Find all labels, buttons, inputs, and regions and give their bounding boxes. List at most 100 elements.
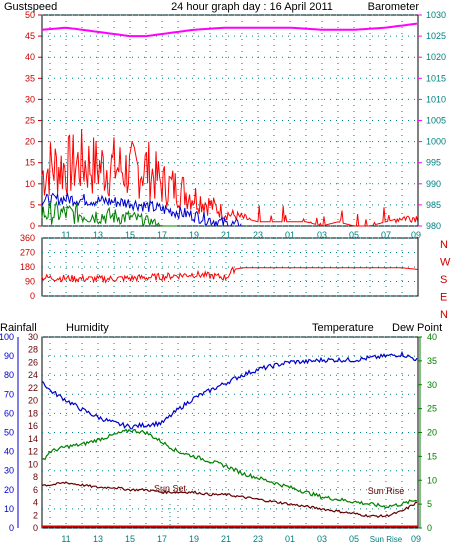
temperature-tick-label: 35 xyxy=(427,356,437,366)
humidity-scale-tick-label: 20 xyxy=(28,396,38,406)
x-tick-label-bottom: 05 xyxy=(349,534,359,544)
direction-series-line xyxy=(41,266,418,284)
y-tick-label-left: 20 xyxy=(25,137,35,147)
temperature-tick-label: 0 xyxy=(427,523,432,533)
y-tick-label-right: 985 xyxy=(426,200,441,210)
y-tick-label-right: 1000 xyxy=(426,137,446,147)
x-tick-label-bottom: 09 xyxy=(411,534,421,544)
x-tick-label-bottom: Sun Rise xyxy=(370,535,403,544)
humidity-scale-tick-label: 0 xyxy=(33,523,38,533)
humidity-series-line xyxy=(41,350,418,430)
x-tick-label: 21 xyxy=(221,230,231,240)
x-tick-label: 05 xyxy=(349,230,359,240)
y-tick-label-right: 995 xyxy=(426,158,441,168)
gustspeed-label: Gustspeed xyxy=(4,1,57,13)
compass-letter: W xyxy=(440,257,451,269)
y-tick-label-right: 1005 xyxy=(426,116,446,126)
x-tick-label: 11 xyxy=(61,230,70,240)
temperature-tick-label: 20 xyxy=(427,428,437,438)
temperature-tick-label: 10 xyxy=(427,475,437,485)
y-tick-label-left: 10 xyxy=(25,179,35,189)
rainfall-tick-label: 80 xyxy=(4,370,14,380)
y-tick-label-right: 980 xyxy=(426,221,441,231)
y-tick-label-left: 5 xyxy=(30,200,35,210)
direction-tick-label: 270 xyxy=(20,248,35,258)
rainfall-tick-label: 10 xyxy=(4,504,14,514)
rainfall-tick-label: 40 xyxy=(4,447,14,457)
y-tick-label-right: 1015 xyxy=(426,73,446,83)
humidity-scale-tick-label: 2 xyxy=(33,510,38,520)
compass-letter: E xyxy=(440,292,447,304)
y-tick-label-left: 30 xyxy=(25,94,35,104)
temperature-tick-label: 40 xyxy=(427,332,437,342)
x-tick-label: 15 xyxy=(125,230,135,240)
rainfall-tick-label: 0 xyxy=(9,523,14,533)
x-tick-label: 13 xyxy=(93,230,103,240)
direction-tick-label: 360 xyxy=(20,233,35,243)
barometer-label: Barometer xyxy=(368,1,420,13)
panel-2-frame xyxy=(41,237,419,297)
rainfall-tick-label: 100 xyxy=(0,332,14,342)
x-tick-label: 19 xyxy=(189,230,199,240)
rainfall-tick-label: 70 xyxy=(4,389,14,399)
humidity-scale-tick-label: 10 xyxy=(28,459,38,469)
x-tick-label: 07 xyxy=(381,230,391,240)
humidity-scale-tick-label: 28 xyxy=(28,345,38,355)
humidity-scale-tick-label: 6 xyxy=(33,485,38,495)
temperature-series-line xyxy=(41,428,418,509)
dewpoint-label: Dew Point xyxy=(392,322,442,334)
rainfall-tick-label: 30 xyxy=(4,466,14,476)
humidity-scale-tick-label: 26 xyxy=(28,357,38,367)
humidity-scale-tick-label: 4 xyxy=(33,498,38,508)
humidity-label: Humidity xyxy=(66,322,109,334)
compass-letter: N xyxy=(440,309,448,321)
x-tick-label: 17 xyxy=(157,230,167,240)
y-tick-label-left: 15 xyxy=(25,158,35,168)
x-tick-label: 23 xyxy=(253,230,263,240)
y-tick-label-right: 1010 xyxy=(426,94,446,104)
direction-tick-label: 0 xyxy=(30,291,35,301)
compass-letter: N xyxy=(440,239,448,251)
temperature-label: Temperature xyxy=(312,322,374,334)
compass-letter: S xyxy=(440,274,447,286)
temperature-tick-label: 30 xyxy=(427,380,437,390)
x-tick-label-bottom: 03 xyxy=(317,534,327,544)
x-tick-label-bottom: 17 xyxy=(157,534,167,544)
panel-1-frame xyxy=(41,14,419,227)
chart-title: 24 hour graph day : 16 April 2011 xyxy=(171,1,333,13)
x-tick-label: 03 xyxy=(317,230,327,240)
humidity-scale-tick-label: 8 xyxy=(33,472,38,482)
humidity-scale-tick-label: 30 xyxy=(28,332,38,342)
x-tick-label-bottom: 11 xyxy=(61,534,70,544)
x-tick-label-bottom: 13 xyxy=(93,534,103,544)
rainfall-label: Rainfall xyxy=(0,322,37,334)
direction-tick-label: 90 xyxy=(25,277,35,287)
dewpoint-series-line xyxy=(41,481,418,518)
direction-tick-label: 180 xyxy=(20,262,35,272)
temperature-tick-label: 5 xyxy=(427,499,432,509)
y-tick-label-left: 25 xyxy=(25,116,35,126)
x-tick-label: 01 xyxy=(285,230,295,240)
y-tick-label-left: 0 xyxy=(30,221,35,231)
x-tick-label-bottom: 23 xyxy=(253,534,263,544)
x-tick-label-bottom: 15 xyxy=(125,534,135,544)
x-tick-label-bottom: 21 xyxy=(221,534,231,544)
x-tick-label: 09 xyxy=(411,230,421,240)
temperature-tick-label: 25 xyxy=(427,404,437,414)
y-tick-label-left: 45 xyxy=(25,31,35,41)
sun-set-label: Sun Set xyxy=(154,484,187,494)
y-tick-label-right: 1025 xyxy=(426,31,446,41)
y-tick-label-right: 1020 xyxy=(426,52,446,62)
y-tick-label-right: 1030 xyxy=(426,10,446,20)
barometer-series-line xyxy=(41,22,418,38)
rainfall-tick-label: 20 xyxy=(4,485,14,495)
humidity-scale-tick-label: 24 xyxy=(28,370,38,380)
y-tick-label-left: 35 xyxy=(25,73,35,83)
humidity-scale-tick-label: 12 xyxy=(28,447,38,457)
sun-rise-label: Sun Rise xyxy=(368,486,405,496)
humidity-scale-tick-label: 14 xyxy=(28,434,38,444)
rainfall-tick-label: 60 xyxy=(4,408,14,418)
gust-series-line xyxy=(41,128,419,227)
